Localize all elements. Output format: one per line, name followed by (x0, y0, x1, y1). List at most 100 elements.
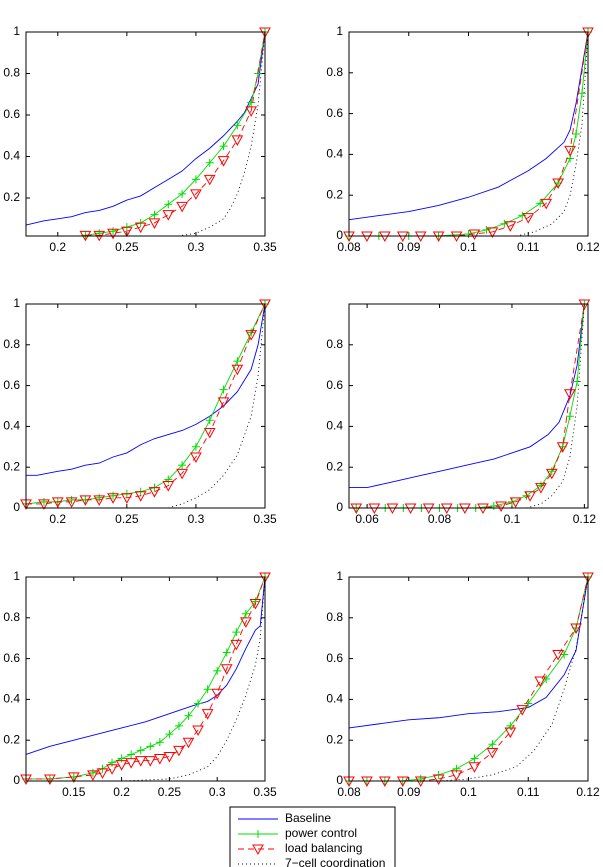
marker-plus (488, 740, 497, 749)
marker-plus (233, 357, 242, 366)
marker-plus (219, 385, 228, 394)
marker-plus (416, 774, 425, 783)
x-tick-label: 0.2 (49, 240, 66, 254)
marker-triangle (96, 768, 109, 779)
marker-triangle (220, 664, 233, 675)
data-line (121, 576, 266, 782)
marker-triangle (144, 756, 157, 767)
marker-plus (194, 699, 203, 708)
panel: 0.08 0.09 0.1 0.11 0.12 0 0.2 0.4 0.6 0.8 1 (326, 24, 600, 254)
marker-plus (127, 750, 136, 759)
marker-plus (109, 227, 118, 236)
marker-plus (67, 495, 76, 504)
marker-plus (155, 738, 164, 747)
marker-triangle (87, 770, 99, 781)
marker-triangle (509, 497, 522, 508)
marker-triangle (148, 218, 161, 229)
y-tick-label: 0.6 (326, 651, 343, 665)
marker-triangle (231, 135, 244, 146)
marker-triangle (245, 106, 258, 117)
marker-triangle (190, 452, 202, 464)
marker-triangle (38, 499, 50, 510)
marker-plus (247, 98, 256, 107)
marker-plus (489, 501, 498, 510)
data-line (349, 303, 585, 489)
y-tick-label: 0.4 (3, 149, 20, 163)
x-tick-label: 0.15 (62, 785, 86, 799)
marker-plus (247, 328, 256, 337)
marker-triangle (495, 501, 507, 512)
axes-box (25, 303, 266, 509)
legend-marker (254, 830, 262, 838)
marker-triangle (120, 493, 133, 504)
marker-plus (452, 764, 461, 773)
marker-triangle (249, 599, 262, 610)
marker-triangle (504, 727, 517, 739)
marker-plus (117, 754, 126, 763)
axes-box (25, 31, 266, 237)
x-tick-label: 0.08 (337, 240, 361, 254)
y-tick-label: 0.2 (3, 732, 20, 746)
y-tick-label: 0.6 (3, 378, 20, 392)
y-tick-label: 0.2 (3, 459, 20, 473)
marker-triangle (148, 487, 161, 498)
y-tick-label: 0.4 (326, 147, 343, 161)
x-tick-label: 0.08 (428, 512, 452, 526)
marker-plus (178, 461, 187, 470)
marker-triangle (120, 226, 133, 238)
marker-triangle (134, 756, 147, 767)
marker-triangle (65, 497, 78, 508)
marker-plus (191, 175, 200, 184)
y-tick-label: 0.8 (326, 610, 343, 624)
plot-area (26, 304, 265, 508)
marker-triangle (552, 178, 564, 189)
legend-marker (252, 844, 264, 856)
y-tick-label: 1 (336, 569, 343, 583)
marker-triangle (134, 491, 147, 502)
legend-label: load balancing (285, 841, 362, 855)
y-tick-label: 0 (13, 500, 20, 514)
y-tick-label: 0.2 (3, 190, 20, 204)
marker-plus (232, 628, 241, 637)
y-tick-label: 0.6 (326, 106, 343, 120)
marker-plus (95, 493, 104, 502)
marker-plus (547, 467, 556, 476)
y-tick-label: 0.6 (326, 378, 343, 392)
marker-triangle (153, 754, 166, 765)
marker-triangle (176, 468, 188, 480)
marker-triangle (203, 428, 216, 439)
data-line (26, 303, 266, 476)
panel: 0.2 0.25 0.3 0.35 0.2 0.4 0.6 0.8 1 (3, 24, 277, 254)
marker-plus (213, 666, 222, 675)
marker-plus (572, 130, 581, 138)
marker-plus (178, 189, 187, 198)
y-tick-label: 0.8 (3, 610, 20, 624)
plot-area (349, 304, 588, 508)
plot-area (26, 577, 265, 781)
marker-plus (146, 742, 155, 751)
x-tick-label: 0.09 (397, 240, 421, 254)
data-line (25, 31, 266, 226)
marker-triangle (93, 495, 106, 506)
marker-triangle (173, 745, 185, 757)
marker-triangle (522, 213, 535, 224)
marker-triangle (107, 493, 119, 504)
marker-triangle (162, 481, 175, 492)
data-line (182, 31, 266, 236)
x-tick-label: 0.25 (115, 240, 139, 254)
x-tick-label: 0.35 (253, 785, 277, 799)
axes-box (348, 303, 589, 509)
marker-plus (222, 648, 231, 657)
x-tick-label: 0.2 (49, 512, 66, 526)
data-line (348, 31, 589, 221)
y-tick-label: 0.4 (326, 419, 343, 433)
marker-triangle (534, 676, 547, 688)
marker-plus (164, 475, 173, 484)
x-tick-label: 0.35 (253, 512, 277, 526)
marker-plus (470, 754, 479, 763)
marker-triangle (182, 737, 195, 749)
marker-triangle (486, 747, 499, 759)
marker-triangle (162, 210, 175, 221)
